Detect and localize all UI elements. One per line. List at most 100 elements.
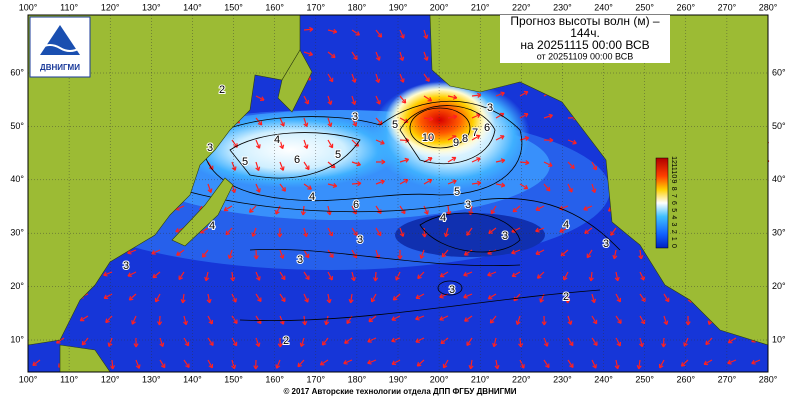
contour-label: 5 bbox=[335, 149, 341, 161]
arrow-head bbox=[159, 342, 165, 348]
arrow-shaft bbox=[327, 73, 334, 83]
arrow-shaft bbox=[158, 315, 161, 326]
lat-label-right: 20° bbox=[772, 281, 786, 291]
arrow-head bbox=[223, 206, 229, 212]
arrow-head bbox=[225, 230, 231, 236]
arrow-head bbox=[452, 94, 458, 100]
arrow-head bbox=[157, 321, 163, 326]
arrow-shaft bbox=[543, 183, 551, 192]
map-frame bbox=[27, 14, 769, 373]
arrow-shaft bbox=[567, 337, 574, 346]
colorbar-label: 7 bbox=[670, 194, 677, 198]
arrow-head bbox=[253, 255, 259, 260]
arrow-shaft bbox=[471, 157, 481, 163]
arrow-shaft bbox=[591, 315, 598, 325]
arrow-head bbox=[703, 360, 709, 366]
arrow-head bbox=[404, 157, 410, 163]
lon-label-top: 120° bbox=[101, 2, 120, 12]
arrow-shaft bbox=[703, 359, 713, 365]
arrow-shaft bbox=[495, 135, 505, 141]
arrow-head bbox=[487, 294, 493, 300]
arrow-shaft bbox=[279, 161, 284, 171]
arrow-shaft bbox=[327, 205, 331, 215]
arrow-head bbox=[327, 122, 333, 127]
arrow-head bbox=[257, 297, 262, 303]
arrow-head bbox=[392, 296, 398, 301]
arrow-head bbox=[463, 251, 469, 256]
arrow-shaft bbox=[231, 293, 237, 303]
arrow-head bbox=[375, 78, 381, 84]
arrow-head bbox=[352, 253, 358, 259]
contour bbox=[229, 132, 361, 179]
arrow-head bbox=[523, 184, 529, 190]
arrow-head bbox=[208, 363, 214, 369]
arrow-head bbox=[307, 185, 312, 190]
arrow-head bbox=[279, 144, 285, 150]
contour-label: 2 bbox=[283, 335, 289, 347]
arrow-head bbox=[403, 178, 409, 184]
arrow-shaft bbox=[441, 249, 449, 258]
arrow-shaft bbox=[638, 359, 641, 369]
arrow-head bbox=[400, 34, 405, 39]
contour-label: 6 bbox=[353, 199, 359, 211]
arrow-shaft bbox=[327, 293, 331, 303]
arrow-shaft bbox=[183, 337, 190, 347]
arrow-shaft bbox=[469, 359, 473, 369]
arrow-head bbox=[367, 359, 372, 365]
arrow-head bbox=[568, 188, 573, 193]
lat-label-left: 20° bbox=[10, 281, 24, 291]
contour bbox=[419, 212, 521, 253]
arrow-head bbox=[376, 100, 381, 105]
arrow-shaft bbox=[471, 182, 481, 185]
arrow-shaft bbox=[303, 227, 308, 237]
arrow-shaft bbox=[207, 161, 214, 170]
lon-label-top: 160° bbox=[265, 2, 284, 12]
arrow-shaft bbox=[681, 359, 689, 367]
arrow-head bbox=[103, 271, 108, 277]
arrow-shaft bbox=[639, 249, 642, 259]
arrow-shaft bbox=[535, 205, 545, 211]
lat-label-left: 10° bbox=[10, 334, 24, 344]
arrow-head bbox=[415, 338, 420, 343]
contour-label: 4 bbox=[440, 212, 446, 224]
contour-label: 5 bbox=[392, 119, 398, 131]
arrow-head bbox=[253, 365, 259, 370]
lon-label-bottom: 170° bbox=[306, 374, 325, 384]
contour bbox=[149, 179, 621, 251]
arrow-shaft bbox=[108, 337, 113, 347]
arrow-shaft bbox=[351, 227, 358, 236]
lon-label-top: 210° bbox=[471, 2, 490, 12]
arrow-shaft bbox=[423, 117, 433, 120]
lon-label-top: 280° bbox=[759, 2, 778, 12]
arrow-head bbox=[443, 232, 449, 238]
arrow-shaft bbox=[471, 94, 482, 97]
arrow-shaft bbox=[399, 95, 407, 104]
arrow-head bbox=[559, 205, 564, 211]
arrow-head bbox=[541, 321, 547, 326]
lon-label-bottom: 190° bbox=[389, 374, 408, 384]
arrow-head bbox=[152, 273, 158, 279]
arrow-head bbox=[680, 362, 686, 367]
arrow-head bbox=[380, 140, 385, 145]
arrow-head bbox=[439, 272, 445, 278]
arrow-head bbox=[524, 135, 530, 141]
storm-center bbox=[385, 82, 495, 158]
arrow-shaft bbox=[302, 205, 305, 216]
arrow-shaft bbox=[327, 117, 332, 127]
arrow-shaft bbox=[159, 337, 164, 347]
arrow-head bbox=[523, 90, 529, 96]
arrow-shaft bbox=[205, 271, 209, 281]
arrow-head bbox=[490, 209, 496, 215]
arrow-head bbox=[232, 298, 237, 303]
arrow-head bbox=[103, 294, 109, 300]
arrow-shaft bbox=[727, 359, 737, 364]
arrow-shaft bbox=[303, 183, 312, 190]
arrow-head bbox=[128, 296, 134, 301]
arrow-shaft bbox=[495, 183, 505, 187]
arrow-shaft bbox=[255, 139, 261, 149]
logo: ДВНИГМИ bbox=[29, 16, 91, 78]
arrow-head bbox=[303, 122, 309, 128]
arrow-shaft bbox=[567, 161, 575, 169]
arrow-shaft bbox=[303, 117, 308, 127]
arrow-shaft bbox=[490, 205, 497, 214]
